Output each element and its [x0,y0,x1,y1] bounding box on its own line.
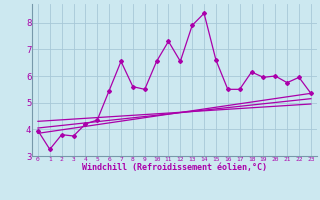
X-axis label: Windchill (Refroidissement éolien,°C): Windchill (Refroidissement éolien,°C) [82,163,267,172]
